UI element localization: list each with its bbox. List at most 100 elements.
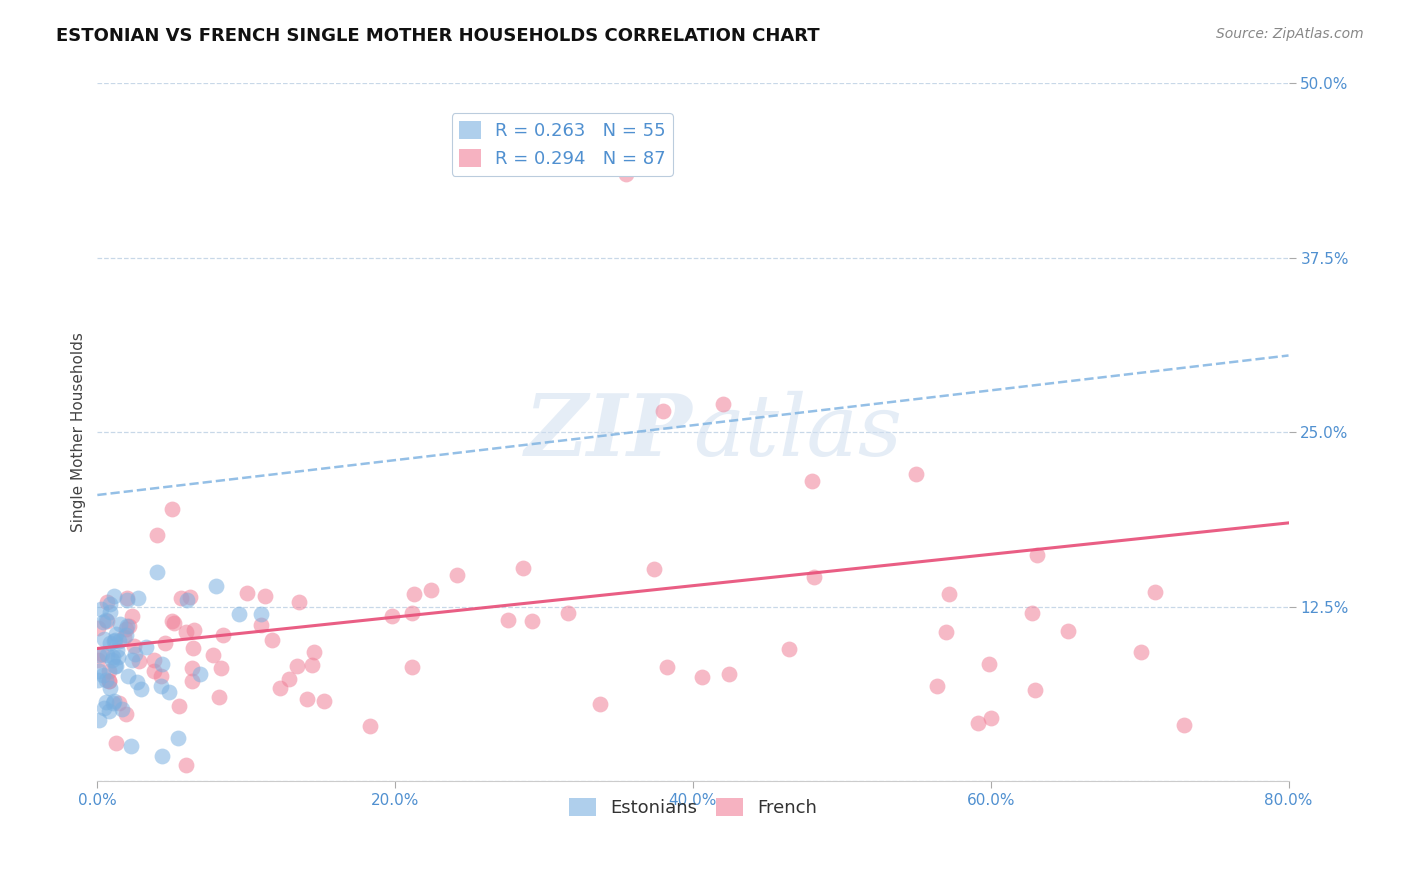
Point: [711, 397, 734, 411]
Point: [94, 673, 117, 687]
Point: [121, 653, 143, 667]
Point: [174, 757, 197, 772]
Point: [91, 615, 114, 629]
Point: [967, 715, 990, 730]
Point: [179, 590, 201, 604]
Point: [176, 592, 198, 607]
Point: [163, 615, 186, 630]
Legend: Estonians, French: Estonians, French: [562, 790, 824, 824]
Point: [89, 714, 111, 728]
Point: [153, 636, 176, 650]
Point: [314, 694, 336, 708]
Point: [157, 685, 180, 699]
Point: [977, 657, 1000, 671]
Point: [108, 616, 131, 631]
Point: [91, 647, 114, 661]
Point: [212, 628, 235, 642]
Point: [96, 614, 118, 628]
Point: [288, 594, 311, 608]
Point: [401, 660, 423, 674]
Point: [1021, 607, 1043, 621]
Point: [127, 591, 149, 605]
Point: [614, 167, 637, 181]
Point: [96, 595, 118, 609]
Point: [104, 659, 127, 673]
Point: [128, 654, 150, 668]
Point: [121, 609, 143, 624]
Point: [498, 614, 520, 628]
Point: [120, 739, 142, 753]
Point: [115, 592, 138, 607]
Point: [778, 641, 800, 656]
Point: [93, 700, 115, 714]
Point: [520, 614, 543, 628]
Point: [236, 586, 259, 600]
Point: [108, 696, 131, 710]
Point: [250, 617, 273, 632]
Point: [803, 570, 825, 584]
Point: [89, 665, 111, 679]
Point: [104, 627, 127, 641]
Point: [295, 691, 318, 706]
Point: [717, 666, 740, 681]
Point: [1024, 683, 1046, 698]
Point: [117, 669, 139, 683]
Point: [183, 623, 205, 637]
Point: [652, 404, 675, 418]
Point: [104, 736, 127, 750]
Point: [188, 667, 211, 681]
Point: [96, 695, 118, 709]
Point: [98, 597, 121, 611]
Point: [103, 589, 125, 603]
Point: [228, 607, 250, 621]
Point: [446, 568, 468, 582]
Point: [150, 657, 173, 671]
Point: [938, 587, 960, 601]
Point: [801, 474, 824, 488]
Point: [589, 697, 612, 711]
Point: [302, 644, 325, 658]
Point: [98, 605, 121, 619]
Point: [512, 561, 534, 575]
Point: [105, 643, 128, 657]
Point: [381, 609, 404, 624]
Point: [98, 673, 121, 688]
Point: [125, 674, 148, 689]
Point: [94, 613, 117, 627]
Point: [87, 673, 110, 688]
Point: [104, 658, 127, 673]
Point: [201, 648, 224, 662]
Point: [160, 502, 183, 516]
Text: atlas: atlas: [693, 391, 903, 474]
Text: Source: ZipAtlas.com: Source: ZipAtlas.com: [1216, 27, 1364, 41]
Point: [98, 681, 121, 695]
Point: [115, 591, 138, 606]
Point: [129, 681, 152, 696]
Point: [98, 673, 121, 688]
Point: [115, 627, 138, 641]
Point: [103, 696, 125, 710]
Point: [359, 719, 381, 733]
Point: [146, 528, 169, 542]
Point: [149, 679, 172, 693]
Point: [285, 659, 308, 673]
Point: [142, 664, 165, 678]
Point: [927, 679, 949, 693]
Point: [167, 698, 190, 713]
Point: [98, 664, 121, 678]
Point: [1057, 624, 1080, 638]
Point: [103, 634, 125, 648]
Point: [149, 668, 172, 682]
Point: [114, 622, 136, 636]
Point: [253, 589, 276, 603]
Point: [980, 711, 1002, 725]
Point: [150, 749, 173, 764]
Point: [205, 579, 228, 593]
Point: [160, 615, 183, 629]
Text: ESTONIAN VS FRENCH SINGLE MOTHER HOUSEHOLDS CORRELATION CHART: ESTONIAN VS FRENCH SINGLE MOTHER HOUSEHO…: [56, 27, 820, 45]
Point: [142, 653, 165, 667]
Y-axis label: Single Mother Households: Single Mother Households: [72, 333, 86, 533]
Point: [269, 681, 291, 696]
Point: [166, 731, 188, 745]
Point: [170, 591, 193, 605]
